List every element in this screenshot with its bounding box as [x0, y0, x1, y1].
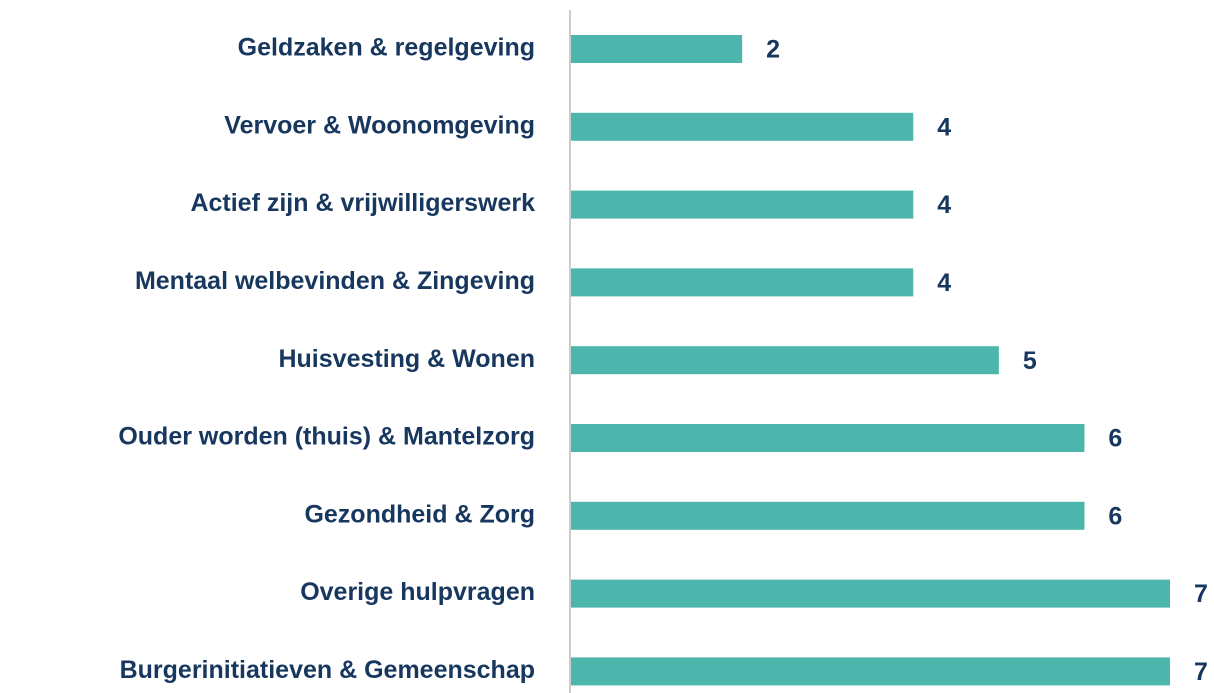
value-label: 7 — [1194, 658, 1208, 686]
bar — [571, 112, 914, 141]
value-label: 4 — [937, 191, 951, 219]
value-label: 4 — [937, 269, 951, 297]
value-label: 6 — [1108, 502, 1122, 530]
category-label: Overige hulpvragen — [300, 578, 535, 606]
category-label: Burgerinitiatieven & Gemeenschap — [120, 656, 535, 684]
bar — [571, 501, 1085, 530]
category-label: Actief zijn & vrijwilligerswerk — [190, 189, 535, 217]
category-label: Ouder worden (thuis) & Mantelzorg — [118, 423, 535, 451]
category-label: Geldzaken & regelgeving — [238, 34, 535, 62]
bar — [571, 346, 999, 375]
bar — [571, 424, 1085, 452]
value-label: 2 — [766, 36, 780, 64]
value-label: 5 — [1023, 347, 1037, 375]
category-label: Mentaal welbevinden & Zingeving — [135, 267, 535, 295]
value-label: 4 — [937, 113, 951, 141]
category-label: Vervoer & Woonomgeving — [224, 111, 535, 139]
bar — [571, 35, 743, 63]
bar — [571, 268, 914, 297]
category-label: Gezondheid & Zorg — [304, 500, 535, 528]
value-label: 6 — [1108, 425, 1122, 453]
bar — [571, 190, 914, 219]
category-label: Huisvesting & Wonen — [278, 345, 535, 373]
bar — [571, 657, 1170, 686]
value-label: 7 — [1194, 580, 1208, 608]
bar — [571, 579, 1170, 608]
